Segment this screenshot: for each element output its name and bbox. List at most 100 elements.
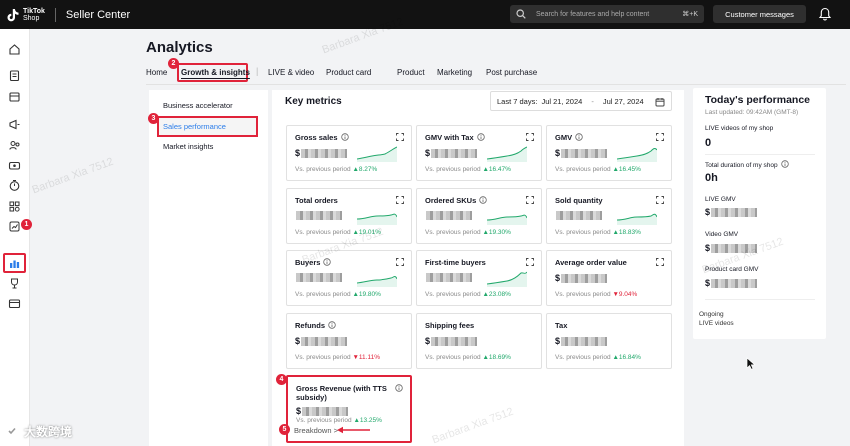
change-percent: ▼11.11% <box>352 354 380 361</box>
metric-comparison: Vs. previous period ▲16.47% <box>425 166 511 173</box>
home-icon[interactable] <box>8 43 21 56</box>
metric-card[interactable]: GMV $ Vs. previous period ▲16.45% <box>546 125 672 181</box>
key-metrics-title: Key metrics <box>285 96 342 107</box>
redacted-value <box>302 406 349 416</box>
metric-card[interactable]: Gross Revenue (with TTS subsidy) $ Vs. pre… <box>286 375 412 443</box>
search-input[interactable]: Search for features and help content ⌘+K <box>510 5 704 23</box>
product-card-gmv-label: Product card GMV <box>705 266 759 273</box>
metric-comparison: Vs. previous period ▲18.83% <box>555 229 641 236</box>
mouse-cursor-icon <box>746 357 756 370</box>
change-percent: ▲16.45% <box>612 166 641 173</box>
sparkline-line <box>487 271 527 285</box>
tab-product-card[interactable]: Product card <box>326 68 372 77</box>
sparkline-chart <box>357 146 397 162</box>
metric-card[interactable]: Tax $ Vs. previous period ▲16.84% <box>546 313 672 369</box>
info-icon[interactable] <box>479 196 487 204</box>
redacted-value <box>426 273 472 282</box>
metric-card[interactable]: Ordered SKUs Vs. previous period ▲19.30% <box>416 188 542 244</box>
expand-icon[interactable] <box>526 133 534 141</box>
finance-icon[interactable] <box>8 297 21 310</box>
change-percent: ▼9.04% <box>612 291 638 298</box>
info-icon[interactable] <box>476 133 485 141</box>
comparison-label: Vs. previous period <box>425 229 483 236</box>
tab-product[interactable]: Product <box>397 68 425 77</box>
info-icon[interactable] <box>780 160 789 168</box>
tab-home[interactable]: Home <box>146 68 168 77</box>
info-icon[interactable] <box>395 384 403 392</box>
todays-performance-title: Today's performance <box>705 94 810 106</box>
metric-card[interactable]: Buyers Vs. previous period ▲19.80% <box>286 250 412 306</box>
metric-card[interactable]: GMV with Tax $ Vs. previous period ▲16.47% <box>416 125 542 181</box>
calendar-icon <box>655 98 665 107</box>
comparison-label: Vs. previous period <box>555 229 613 236</box>
live-videos-label: LIVE videos of my shop <box>705 125 774 132</box>
marketing-icon[interactable] <box>8 118 21 131</box>
subnav-sales-performance[interactable]: Sales performance <box>163 122 226 131</box>
metric-label-text: Sold quantity <box>555 196 603 205</box>
tab-growth-insights[interactable]: Growth & insights <box>181 68 250 77</box>
apps-icon[interactable] <box>8 200 21 213</box>
metric-card[interactable]: Refunds $ Vs. previous period ▼11.11% <box>286 313 412 369</box>
expand-icon[interactable] <box>656 133 664 141</box>
tab-post-purchase[interactable]: Post purchase <box>486 68 538 77</box>
expand-icon[interactable] <box>396 258 404 266</box>
info-icon[interactable] <box>328 321 336 329</box>
expand-icon[interactable] <box>396 133 404 141</box>
subnav-business-accelerator[interactable]: Business accelerator <box>163 101 233 110</box>
change-percent: ▲16.84% <box>612 354 641 361</box>
expand-icon[interactable] <box>656 196 664 204</box>
tab-live-video[interactable]: LIVE & video <box>268 68 315 77</box>
metric-card[interactable]: Average order value $ Vs. previous period … <box>546 250 672 306</box>
redacted-value <box>711 278 758 288</box>
metric-card[interactable]: First-time buyers Vs. previous period ▲23… <box>416 250 542 306</box>
subnav-market-insights[interactable]: Market insights <box>163 142 214 151</box>
info-icon[interactable] <box>340 133 349 141</box>
metric-value: $ <box>555 273 608 283</box>
metric-card[interactable]: Sold quantity Vs. previous period ▲18.83% <box>546 188 672 244</box>
info-icon[interactable] <box>323 258 332 266</box>
expand-icon[interactable] <box>396 196 404 204</box>
sparkline-chart <box>487 271 527 287</box>
metric-label: Total orders <box>295 196 338 205</box>
date-range-label: Last 7 days: <box>497 96 538 106</box>
trophy-icon[interactable] <box>8 277 21 290</box>
sparkline-area <box>487 215 527 225</box>
metric-card[interactable]: Total orders Vs. previous period ▲19.01% <box>286 188 412 244</box>
subnav-active-highlight <box>157 116 258 137</box>
info-icon[interactable] <box>575 133 583 141</box>
top-bar: TikTok Shop Seller Center Search for fea… <box>0 0 850 29</box>
expand-icon[interactable] <box>526 196 534 204</box>
watermark-text: Barbara Xia 7512 <box>30 155 116 197</box>
comparison-label: Vs. previous period <box>555 291 613 298</box>
expand-icon[interactable] <box>526 258 534 266</box>
orders-icon[interactable] <box>8 69 21 82</box>
affiliate-icon[interactable] <box>8 139 21 152</box>
timer-icon[interactable] <box>8 179 21 192</box>
analytics-icon[interactable] <box>8 257 21 270</box>
growth-icon[interactable] <box>8 220 21 233</box>
redacted-value <box>561 148 608 158</box>
customer-messages-button[interactable]: Customer messages <box>713 5 806 23</box>
expand-icon[interactable] <box>656 258 664 266</box>
date-range-picker[interactable]: Last 7 days: Jul 21, 2024 - Jul 27, 2024 <box>490 91 672 111</box>
sparkline-area <box>357 147 397 162</box>
metric-label: Average order value <box>555 258 627 267</box>
page-title: Analytics <box>146 39 213 56</box>
metric-label-text: Refunds <box>295 321 325 330</box>
bell-icon[interactable] <box>818 7 832 21</box>
metric-label: Refunds <box>295 321 336 330</box>
change-percent: ▲13.25% <box>353 417 382 424</box>
metric-comparison: Vs. previous period ▲19.80% <box>295 291 381 298</box>
redacted-value <box>431 148 478 158</box>
currency-symbol: $ <box>555 273 561 283</box>
logo-line-2: Shop <box>23 14 40 22</box>
currency-symbol: $ <box>555 148 561 158</box>
tab-marketing[interactable]: Marketing <box>437 68 473 77</box>
products-icon[interactable] <box>8 90 21 103</box>
metric-card[interactable]: Shipping fees $ Vs. previous period ▲18.69… <box>416 313 542 369</box>
metric-card[interactable]: Gross sales $ Vs. previous period ▲8.27% <box>286 125 412 181</box>
sparkline-chart <box>617 213 657 225</box>
live-icon[interactable] <box>8 159 21 172</box>
breakdown-link[interactable]: Breakdown > <box>294 426 338 435</box>
tiktok-shop-logo[interactable]: TikTok Shop <box>7 8 45 22</box>
